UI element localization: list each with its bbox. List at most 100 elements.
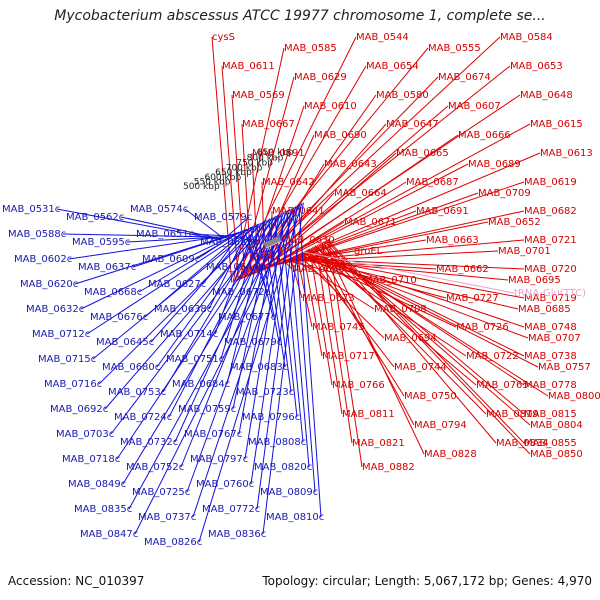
reverse-connector: [62, 233, 228, 238]
forward-gene-label: MAB_0662: [436, 264, 489, 275]
reverse-gene-label: MAB_0767c: [184, 429, 242, 440]
forward-connector: [328, 238, 363, 468]
rna-connector: [302, 251, 515, 294]
forward-gene-label: MAB_0882: [362, 462, 415, 473]
reverse-gene-label: MAB_0588c: [8, 229, 66, 240]
forward-gene-label: MAB_0766: [332, 380, 385, 391]
scale-tick-label: 800 kbp: [247, 153, 284, 163]
reverse-gene-label: MAB_0714c: [160, 329, 218, 340]
forward-gene-label: MAB_0738: [524, 351, 577, 362]
reverse-gene-label: MAB_0732c: [120, 437, 178, 448]
scale-tick-label: 550 kbp: [194, 177, 231, 187]
rna-gene-label: tRNA-Glu(TTC): [514, 288, 586, 299]
reverse-gene-label: MAB_0683c: [230, 362, 288, 373]
forward-connector: [308, 248, 525, 357]
forward-gene-label: MAB_0569: [232, 90, 285, 101]
forward-gene-label: MAB_0811: [342, 409, 395, 420]
forward-connector: [221, 65, 239, 281]
reverse-gene-label: MAB_0692c: [50, 404, 108, 415]
forward-gene-label: MAB_0850: [530, 449, 583, 460]
forward-connector: [296, 254, 313, 328]
reverse-connector: [80, 229, 246, 310]
reverse-connector: [150, 225, 254, 343]
reverse-connector: [174, 214, 279, 443]
forward-gene-label: MAB_0653: [510, 61, 563, 72]
forward-gene-label: MAB_0757: [538, 362, 591, 373]
forward-gene-label: MAB_0648: [520, 90, 573, 101]
map-title: Mycobacterium abscessus ATCC 19977 chrom…: [54, 8, 546, 24]
forward-gene-label: MAB_0721: [524, 235, 577, 246]
forward-gene-label: MAB_0828: [424, 449, 477, 460]
forward-connector: [320, 242, 525, 415]
reverse-connector: [134, 203, 301, 535]
reverse-connector: [255, 224, 280, 343]
forward-connector: [253, 123, 387, 275]
forward-gene-label: MAB_0855: [524, 438, 577, 449]
forward-gene-label: MAB_0765: [476, 380, 529, 391]
reverse-gene-label: MAB_0723c: [236, 387, 294, 398]
forward-gene-label: MAB_0584: [500, 32, 553, 43]
reverse-gene-label: MAB_0531c: [2, 204, 60, 215]
forward-gene-label: MAB_0720: [524, 264, 577, 275]
forward-gene-label: MAB_0652: [488, 217, 541, 228]
scale-tick-label: 700 kbp: [226, 163, 263, 173]
forward-gene-label: MAB_0794: [414, 420, 467, 431]
backbone-highlight: [265, 240, 282, 249]
forward-gene-label: MAB_0778: [524, 380, 577, 391]
forward-gene-label: MAB_0643: [324, 159, 377, 170]
forward-gene-label: MAB_0748: [524, 322, 577, 333]
reverse-gene-label: MAB_0753c: [108, 387, 166, 398]
forward-connector: [255, 134, 459, 274]
forward-gene-label: MAB_0674: [438, 72, 491, 83]
forward-gene-label: MAB_0708: [374, 304, 427, 315]
reverse-connector: [238, 214, 280, 435]
forward-gene-label: MAB_0727: [446, 293, 499, 304]
reverse-connector: [122, 209, 289, 485]
forward-connector: [300, 252, 529, 339]
backbone-circle: [263, 236, 282, 248]
reverse-gene-label: MAB_0703c: [56, 429, 114, 440]
reverse-gene-label: MAB_0820c: [254, 462, 312, 473]
reverse-connector: [92, 223, 259, 360]
reverse-connector: [86, 226, 253, 335]
reverse-connector: [192, 206, 297, 518]
forward-connector: [239, 76, 295, 280]
scale-tick-label: 850 kbp: [257, 148, 294, 158]
forward-gene-label: MAB_0691: [416, 206, 469, 217]
reverse-gene-label: MAB_0737c: [138, 512, 196, 523]
feature-labels: cysS MAB_0585 MAB_0544 MAB_0555 MAB_0584 MAB_…: [2, 32, 600, 548]
forward-gene-label: MAB_0686: [292, 264, 345, 275]
reverse-connector: [274, 216, 298, 418]
reverse-gene-label: MAB_0638c: [154, 304, 212, 315]
forward-gene-label: MAB_0613: [540, 148, 593, 159]
reverse-gene-label: MAB_0632c: [26, 304, 84, 315]
reverse-gene-label: MAB_0797c: [190, 454, 248, 465]
reverse-gene-label: MAB_0684c: [172, 379, 230, 390]
accession-text: Accession: NC_010397: [8, 574, 145, 588]
reverse-connector: [225, 216, 250, 239]
reverse-gene-label: MAB_0760c: [196, 479, 254, 490]
forward-gene-label: MAB_0663: [426, 235, 479, 246]
forward-gene-label: MAB_0665: [396, 148, 449, 159]
forward-gene-label: MAB_0717: [322, 351, 375, 362]
forward-gene-label: MAB_0607: [448, 101, 501, 112]
reverse-connector: [168, 217, 273, 418]
backbone: [263, 236, 282, 249]
forward-gene-label: MAB_0591: [252, 148, 305, 159]
reverse-connector: [250, 208, 292, 485]
forward-gene-label: MAB_0815: [524, 409, 577, 420]
reverse-gene-label: MAB_0849c: [68, 479, 126, 490]
forward-gene-label: MAB_0834: [496, 438, 549, 449]
reverse-connector: [120, 216, 223, 240]
forward-connector: [321, 242, 353, 444]
forward-gene-label: MAB_0654: [366, 61, 419, 72]
reverse-gene-label: MAB_0715c: [38, 354, 96, 365]
reverse-gene-label: MAB_0637c: [78, 262, 136, 273]
forward-connector: [306, 249, 539, 368]
forward-connector: [302, 251, 323, 357]
reverse-gene-label: MAB_0796c: [242, 412, 300, 423]
forward-connector: [260, 152, 397, 272]
forward-gene-label: MAB_0611: [222, 61, 275, 72]
forward-connector: [263, 152, 541, 271]
